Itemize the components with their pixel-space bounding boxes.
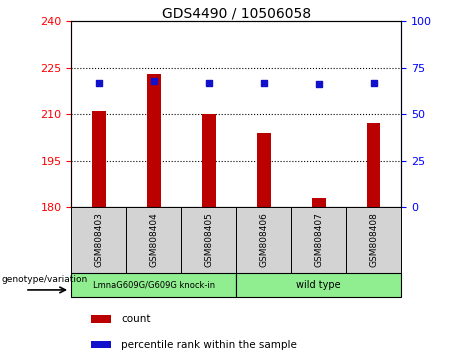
- Bar: [147, 74, 161, 207]
- Bar: [181, 207, 236, 273]
- Point: [370, 80, 377, 85]
- Bar: [236, 273, 401, 297]
- Text: count: count: [121, 314, 150, 324]
- Text: GSM808405: GSM808405: [204, 212, 213, 267]
- Text: GSM808404: GSM808404: [149, 212, 159, 267]
- Text: GSM808406: GSM808406: [259, 212, 268, 267]
- Text: LmnaG609G/G609G knock-in: LmnaG609G/G609G knock-in: [93, 280, 215, 290]
- Text: genotype/variation: genotype/variation: [1, 275, 88, 284]
- Text: wild type: wild type: [296, 280, 341, 290]
- Bar: [91, 315, 111, 323]
- Bar: [126, 207, 181, 273]
- Point: [95, 80, 103, 85]
- Bar: [202, 114, 216, 207]
- Text: percentile rank within the sample: percentile rank within the sample: [121, 339, 297, 349]
- Text: GSM808403: GSM808403: [95, 212, 103, 267]
- Bar: [257, 133, 271, 207]
- Point: [315, 81, 322, 87]
- Text: GSM808408: GSM808408: [369, 212, 378, 267]
- Bar: [71, 273, 236, 297]
- Point: [260, 80, 267, 85]
- Text: GSM808407: GSM808407: [314, 212, 323, 267]
- Title: GDS4490 / 10506058: GDS4490 / 10506058: [162, 6, 311, 20]
- Bar: [236, 207, 291, 273]
- Bar: [92, 111, 106, 207]
- Bar: [367, 124, 380, 207]
- Bar: [346, 207, 401, 273]
- Bar: [71, 207, 126, 273]
- Bar: [291, 207, 346, 273]
- Bar: [312, 198, 325, 207]
- Point: [150, 78, 158, 84]
- Point: [205, 80, 213, 85]
- Bar: [91, 341, 111, 348]
